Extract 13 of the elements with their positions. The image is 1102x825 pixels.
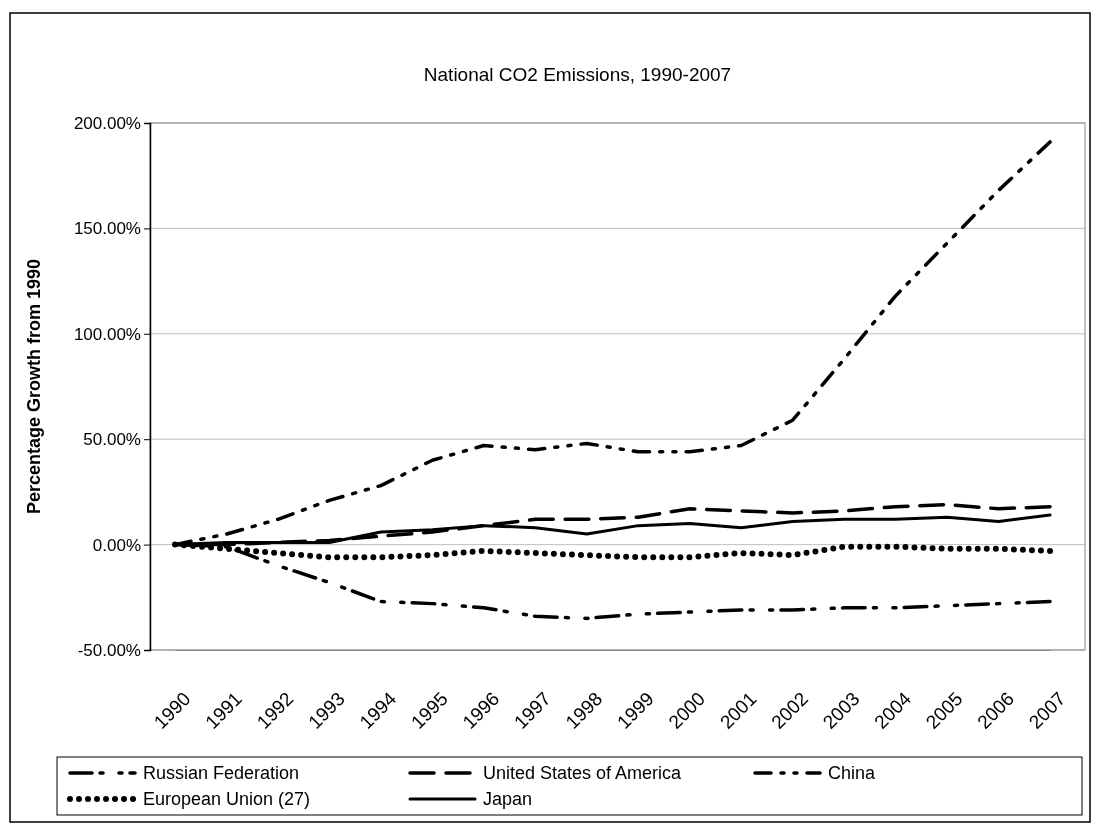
y-tick-label: 100.00% — [73, 324, 141, 344]
chart-title: National CO2 Emissions, 1990-2007 — [423, 64, 732, 85]
y-tick-label: 0.00% — [92, 535, 141, 555]
legend-label: Russian Federation — [143, 763, 300, 783]
y-tick-label: 200.00% — [73, 113, 141, 133]
legend-label: United States of America — [483, 763, 683, 783]
legend-label: China — [828, 763, 877, 783]
legend-label: Japan — [483, 789, 533, 809]
y-tick-label: 150.00% — [73, 219, 141, 239]
legend-label: European Union (27) — [143, 789, 311, 809]
y-axis-title: Percentage Growth from 1990 — [24, 258, 44, 515]
y-tick-label: 50.00% — [83, 430, 141, 450]
y-tick-label: -50.00% — [77, 640, 141, 660]
